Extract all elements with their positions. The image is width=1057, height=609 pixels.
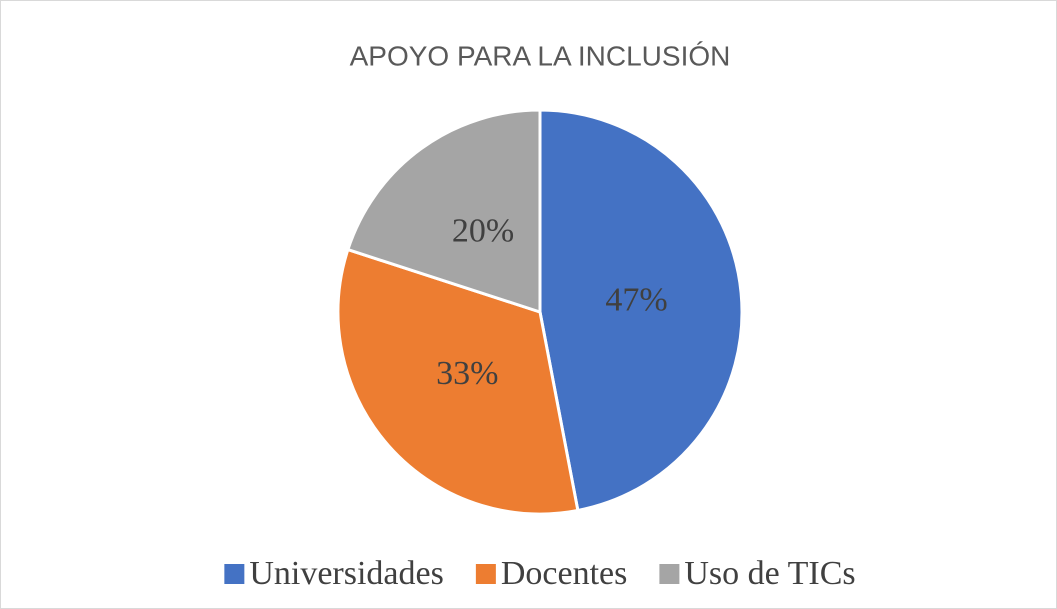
legend-swatch [224, 564, 245, 584]
pie-slice [538, 108, 744, 513]
legend-label: Universidades [249, 555, 444, 592]
data-label: 33% [436, 355, 498, 392]
data-label: 47% [605, 282, 667, 319]
pie-slice [336, 247, 580, 516]
legend-label: Docentes [501, 555, 628, 592]
chart-title: APOYO PARA LA INCLUSIÓN [350, 40, 731, 71]
legend-swatch [659, 564, 680, 584]
legend-label: Uso de TICs [684, 555, 855, 592]
pie-slice [345, 108, 542, 315]
legend-swatch [475, 564, 496, 584]
data-label: 20% [452, 212, 514, 249]
